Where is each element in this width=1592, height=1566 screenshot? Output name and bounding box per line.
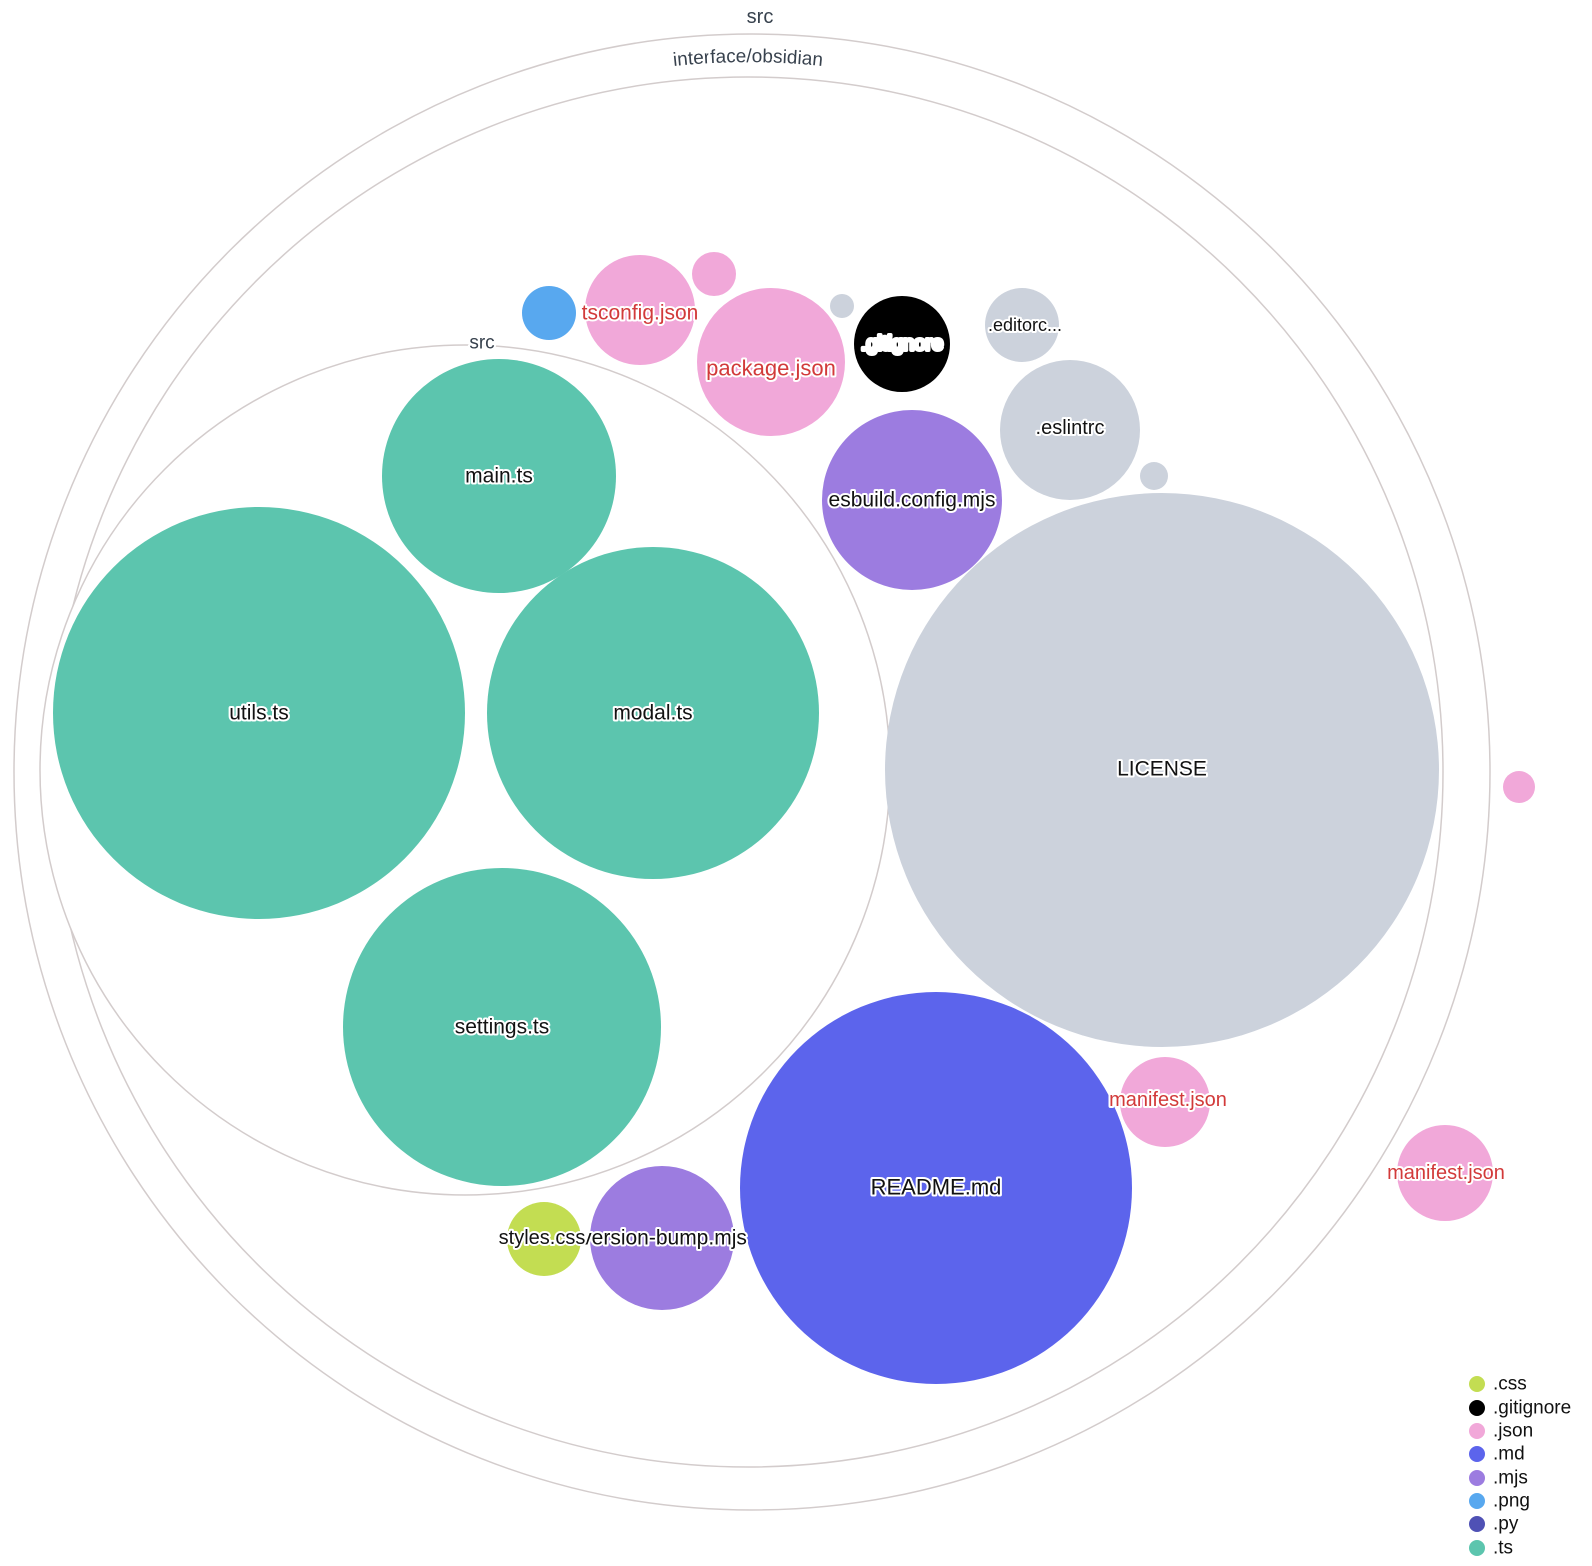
- repo-label-textpath: interface/obsidian: [670, 44, 826, 73]
- file-circle-tsconfig-json[interactable]: [585, 255, 695, 365]
- file-label-manifest-json-outer: manifest.json: [1387, 1162, 1505, 1184]
- legend-dot-css: [1469, 1376, 1485, 1392]
- extension-legend: .css .gitignore .json .md .mjs .png .py …: [1469, 1374, 1571, 1559]
- file-label-tsconfig-json: tsconfig.json: [582, 302, 699, 325]
- file-label-manifest-json-inner: manifest.json: [1109, 1089, 1227, 1111]
- legend-dot-md: [1469, 1446, 1485, 1462]
- file-circle-small-plain-a[interactable]: [830, 294, 854, 318]
- file-circle-modal-ts[interactable]: [487, 547, 819, 879]
- legend-label-json: .json: [1493, 1421, 1533, 1442]
- legend-label-css: .css: [1493, 1374, 1527, 1395]
- legend-dot-ts: [1469, 1540, 1485, 1556]
- legend-label-ts: .ts: [1493, 1538, 1513, 1559]
- file-circle-esbuild-config-mjs[interactable]: [822, 410, 1002, 590]
- file-label-editorconfig: .editorc...: [988, 315, 1062, 335]
- file-label-license: LICENSE: [1117, 758, 1207, 781]
- legend-dot-json: [1469, 1423, 1485, 1439]
- file-circle-version-bump-mjs[interactable]: [590, 1166, 734, 1310]
- repo-label: interface/obsidian: [672, 46, 824, 71]
- root-folder-label: src: [747, 6, 774, 28]
- legend-dot-mjs: [1469, 1470, 1485, 1486]
- file-label-gitignore: .gitignore: [861, 333, 943, 355]
- file-label-eslintrc: .eslintrc: [1036, 417, 1105, 439]
- file-circle-eslintrc[interactable]: [1000, 360, 1140, 500]
- legend-dot-gitignore: [1469, 1400, 1485, 1416]
- file-label-styles-css: styles.css: [499, 1227, 586, 1249]
- file-label-main-ts: main.ts: [465, 465, 533, 488]
- file-circle-readme-md[interactable]: [740, 992, 1132, 1384]
- legend-label-py: .py: [1493, 1514, 1519, 1535]
- src-folder-label: src: [469, 333, 494, 354]
- legend-label-mjs: .mjs: [1493, 1468, 1528, 1489]
- legend-dot-py: [1469, 1516, 1485, 1532]
- file-label-utils-ts: utils.ts: [229, 702, 289, 725]
- file-label-readme-md: README.md: [871, 1175, 1002, 1200]
- file-circle-manifest-json-outer[interactable]: [1397, 1125, 1493, 1221]
- file-label-version-bump-mjs: version-bump.mjs: [581, 1227, 747, 1250]
- file-circle-settings-ts[interactable]: [343, 868, 661, 1186]
- legend-label-png: .png: [1493, 1491, 1530, 1512]
- file-label-settings-ts: settings.ts: [455, 1016, 550, 1039]
- file-label-package-json: package.json: [706, 356, 836, 381]
- file-circle-small-plain-b[interactable]: [1140, 462, 1168, 490]
- legend-label-gitignore: .gitignore: [1493, 1398, 1571, 1419]
- file-circle-png[interactable]: [522, 286, 576, 340]
- file-label-modal-ts: modal.ts: [613, 702, 692, 725]
- file-circle-license[interactable]: [885, 493, 1439, 1047]
- legend-label-md: .md: [1493, 1444, 1525, 1465]
- file-circle-manifest-json-inner[interactable]: [1120, 1057, 1210, 1147]
- file-circle-styles-css[interactable]: [507, 1202, 581, 1276]
- file-circle-editorconfig[interactable]: [985, 288, 1059, 362]
- file-circle-utils-ts[interactable]: [53, 507, 465, 919]
- file-circle-main-ts[interactable]: [382, 359, 616, 593]
- file-circle-package-json[interactable]: [697, 288, 845, 436]
- file-circle-small-json-right[interactable]: [1503, 771, 1535, 803]
- file-circle-gitignore[interactable]: [854, 296, 950, 392]
- file-label-esbuild-config-mjs: esbuild.config.mjs: [829, 489, 996, 512]
- legend-dot-png: [1469, 1493, 1485, 1509]
- file-circle-small-json-top[interactable]: [692, 252, 736, 296]
